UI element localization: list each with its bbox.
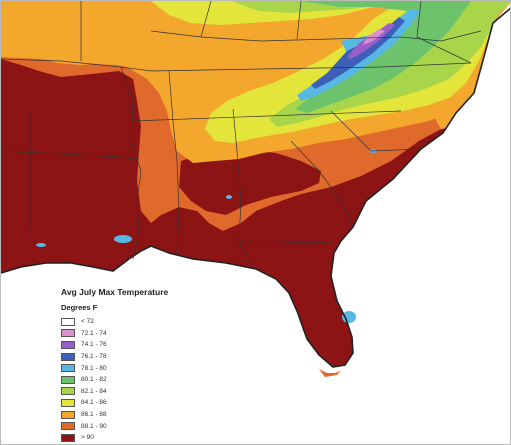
legend-label: 74.1 - 76 bbox=[81, 341, 107, 349]
zone-86-88 bbox=[1, 41, 127, 65]
legend-title: Avg July Max Temperature bbox=[61, 287, 169, 297]
legend-swatch bbox=[61, 317, 75, 326]
legend-label: 84.1 - 86 bbox=[81, 399, 107, 407]
lake-okeechobee bbox=[342, 311, 356, 323]
zone-72-74 bbox=[363, 29, 385, 45]
zone-80-82 bbox=[295, 1, 471, 113]
legend-swatch bbox=[61, 387, 75, 396]
legend-label: 80.1 - 82 bbox=[81, 376, 107, 384]
legend-swatch bbox=[61, 410, 75, 419]
lake bbox=[226, 195, 232, 199]
legend-label: 72.1 - 74 bbox=[81, 329, 107, 337]
legend-label: 82.1 - 84 bbox=[81, 387, 107, 395]
lake bbox=[36, 243, 46, 247]
lake-pontchartrain bbox=[114, 235, 132, 243]
legend-item: > 90 bbox=[61, 432, 221, 444]
legend-swatch bbox=[61, 422, 75, 431]
legend-swatch bbox=[61, 340, 75, 349]
legend-swatch bbox=[61, 398, 75, 407]
legend-label: > 90 bbox=[81, 434, 94, 442]
legend-items: < 72 72.1 - 74 74.1 - 76 76.1 - 78 78.1 - 80… bbox=[61, 316, 221, 444]
legend-label: 78.1 - 80 bbox=[81, 364, 107, 372]
legend-item: < 72 bbox=[61, 316, 221, 328]
legend-item: 78.1 - 80 bbox=[61, 362, 221, 374]
legend-item: 84.1 - 86 bbox=[61, 397, 221, 409]
zone-hot-pocket bbox=[1, 67, 137, 239]
legend-label: 86.1 - 88 bbox=[81, 411, 107, 419]
legend-item: 86.1 - 88 bbox=[61, 409, 221, 421]
legend-swatch bbox=[61, 352, 75, 361]
legend-label: 76.1 - 78 bbox=[81, 353, 107, 361]
legend-item: 88.1 - 90 bbox=[61, 420, 221, 432]
legend-swatch bbox=[61, 375, 75, 384]
legend-swatch bbox=[61, 329, 75, 338]
legend: Avg July Max Temperature Degrees F < 72 7… bbox=[61, 287, 221, 444]
legend-swatch bbox=[61, 433, 75, 442]
legend-item: 82.1 - 84 bbox=[61, 386, 221, 398]
legend-swatch bbox=[61, 364, 75, 373]
legend-item: 72.1 - 74 bbox=[61, 328, 221, 340]
florida-keys bbox=[319, 369, 341, 377]
state-borders bbox=[1, 1, 482, 268]
legend-item: 74.1 - 76 bbox=[61, 339, 221, 351]
zone-hot-pocket bbox=[179, 149, 321, 215]
legend-label: 88.1 - 90 bbox=[81, 422, 107, 430]
legend-item: 76.1 - 78 bbox=[61, 351, 221, 363]
legend-label: < 72 bbox=[81, 318, 94, 326]
legend-subtitle: Degrees F bbox=[61, 303, 98, 312]
legend-item: 80.1 - 82 bbox=[61, 374, 221, 386]
